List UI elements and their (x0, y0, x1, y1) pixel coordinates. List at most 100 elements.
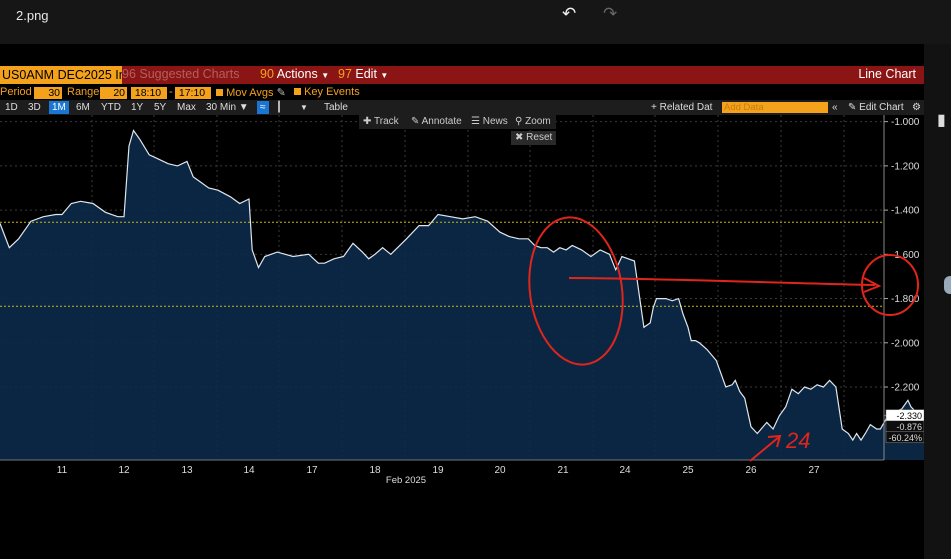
zoom-tool[interactable]: ⚲ Zoom (515, 116, 551, 127)
chart-params-row: Period 30 Range 20 18:10 - 17:10 Mov Avg… (0, 86, 360, 99)
range-3d[interactable]: 3D (28, 102, 41, 113)
price-chart: -1.000 -1.200 -1.400 -1.600 -1.800 -2.000 -2.2… (0, 115, 924, 486)
interval-select[interactable]: 30 Min ▼ (206, 102, 249, 113)
candle-chart-icon[interactable]: ┃ (276, 102, 283, 113)
range-ytd[interactable]: YTD (101, 102, 121, 113)
actions-label: Actions (276, 67, 318, 81)
x-tick-label: 12 (118, 465, 130, 476)
x-tick-label: 19 (432, 465, 444, 476)
x-tick-label: 11 (57, 465, 68, 476)
checkbox-icon (294, 88, 301, 95)
y-tick-label: -1.400 (891, 206, 920, 217)
chart-title-bar: US0ANM DEC2025 In 96 Suggested Charts 90… (0, 66, 924, 84)
edit-label: Edit (355, 67, 377, 81)
side-panel-icon[interactable]: ▮ (937, 112, 946, 129)
x-tick-label: 14 (243, 465, 255, 476)
range-input[interactable]: 20 (100, 87, 127, 99)
add-data-input[interactable]: Add Data (722, 102, 828, 113)
news-icon: ☰ (471, 116, 480, 127)
x-tick-label: 18 (369, 465, 381, 476)
table-button[interactable]: Table (324, 102, 348, 113)
y-tick-label: -1.600 (891, 250, 920, 261)
actions-menu[interactable]: 90 Actions ▼ (260, 67, 329, 81)
chevron-down-icon[interactable]: ▼ (300, 103, 308, 112)
suggested-charts-menu[interactable]: 96 Suggested Charts (122, 67, 240, 81)
annotate-label: Annotate (421, 116, 462, 127)
x-tick-label: 21 (557, 465, 569, 476)
reset-button[interactable]: ✖ Reset (511, 131, 556, 145)
line-chart-icon[interactable]: ≈ (257, 101, 269, 114)
annotation-label: 24 (785, 428, 810, 453)
edit-menu[interactable]: 97 Edit ▼ (338, 67, 388, 81)
chart-area: -1.000 -1.200 -1.400 -1.600 -1.800 -2.000 -2.2… (0, 115, 924, 515)
range-6m[interactable]: 6M (76, 102, 90, 113)
chart-type-label[interactable]: Line Chart (858, 67, 916, 81)
mov-avgs-label: Mov Avgs (226, 87, 274, 99)
range-1d[interactable]: 1D (5, 102, 18, 113)
key-events-label: Key Events (304, 86, 360, 98)
chevron-down-icon: ▼ (238, 102, 249, 113)
x-tick-label: 25 (682, 465, 694, 476)
search-icon: ⚲ (515, 116, 523, 127)
time-from-input[interactable]: 18:10 (131, 87, 167, 99)
range-max[interactable]: Max (177, 102, 196, 113)
annotation-arrowhead (863, 277, 882, 293)
last-value-label: -0.876 (896, 422, 922, 432)
chart-tools-bar: ✚ Track ✎ Annotate ☰ News ⚲ Zoom (359, 114, 556, 129)
range-label: Range (67, 86, 100, 98)
annotation-pointer (749, 436, 780, 462)
related-data-button[interactable]: + Related Dat (651, 102, 712, 113)
price-area-fill (0, 130, 924, 460)
collapse-icon[interactable]: « (832, 102, 838, 113)
x-tick-label: 26 (745, 465, 757, 476)
mov-avgs-toggle[interactable]: Mov Avgs ✎ (216, 86, 286, 99)
range-1y[interactable]: 1Y (131, 102, 144, 113)
pencil-icon: ✎ (411, 116, 420, 127)
news-tool[interactable]: ☰ News (471, 116, 508, 127)
pencil-icon: ✎ (276, 87, 286, 99)
file-name: 2.png (16, 8, 49, 23)
x-tick-label: 27 (808, 465, 820, 476)
undo-icon[interactable]: ↶ (562, 4, 577, 23)
side-handle[interactable] (944, 276, 951, 294)
y-tick-label: -1.000 (891, 117, 920, 128)
gear-icon[interactable]: ⚙ (912, 102, 921, 113)
zoom-label: Zoom (525, 116, 551, 127)
track-tool[interactable]: ✚ Track (363, 116, 399, 127)
ticker-field[interactable]: US0ANM DEC2025 In (0, 66, 122, 84)
chevron-down-icon: ▼ (380, 71, 389, 80)
track-label: Track (374, 116, 399, 127)
key-events-toggle[interactable]: Key Events (294, 86, 360, 98)
annotation-circle (528, 216, 624, 366)
time-to-input[interactable]: 17:10 (175, 87, 211, 99)
range-5y[interactable]: 5Y (154, 102, 167, 113)
related-data-label: Related Dat (659, 102, 713, 113)
reset-label: Reset (526, 132, 553, 143)
x-tick-label: 20 (494, 465, 506, 476)
viewer-topbar: 2.png ↶ ↷ (0, 0, 951, 44)
annotate-tool[interactable]: ✎ Annotate (411, 116, 462, 127)
crosshair-icon: ✚ (363, 116, 372, 127)
redo-icon[interactable]: ↷ (603, 4, 618, 23)
actions-code: 90 (260, 67, 274, 81)
last-value-label: -60.24% (888, 433, 922, 443)
chart-toolbar: 1D 3D 1M 6M YTD 1Y 5Y Max 30 Min ▼ ≈ ┃ ▼… (0, 100, 924, 115)
y-tick-label: -2.000 (891, 338, 920, 349)
news-label: News (482, 116, 508, 127)
x-tick-label: 17 (306, 465, 318, 476)
last-value-label: -2.330 (896, 411, 922, 421)
period-label: Period (0, 86, 32, 98)
period-input[interactable]: 30 (34, 87, 62, 99)
side-strip (924, 44, 951, 559)
range-1m[interactable]: 1M (49, 101, 69, 114)
chevron-down-icon: ▼ (321, 71, 330, 80)
price-line (0, 129, 924, 442)
edit-chart-button[interactable]: ✎ Edit Chart (848, 102, 904, 113)
pencil-icon: ✎ (848, 102, 857, 113)
reset-icon: ✖ (515, 132, 524, 143)
checkbox-icon (216, 89, 223, 96)
annotation-arrow (568, 277, 876, 286)
y-tick-label: -2.200 (891, 383, 920, 394)
y-tick-label: -1.800 (891, 294, 920, 305)
x-tick-label: 24 (619, 465, 631, 476)
